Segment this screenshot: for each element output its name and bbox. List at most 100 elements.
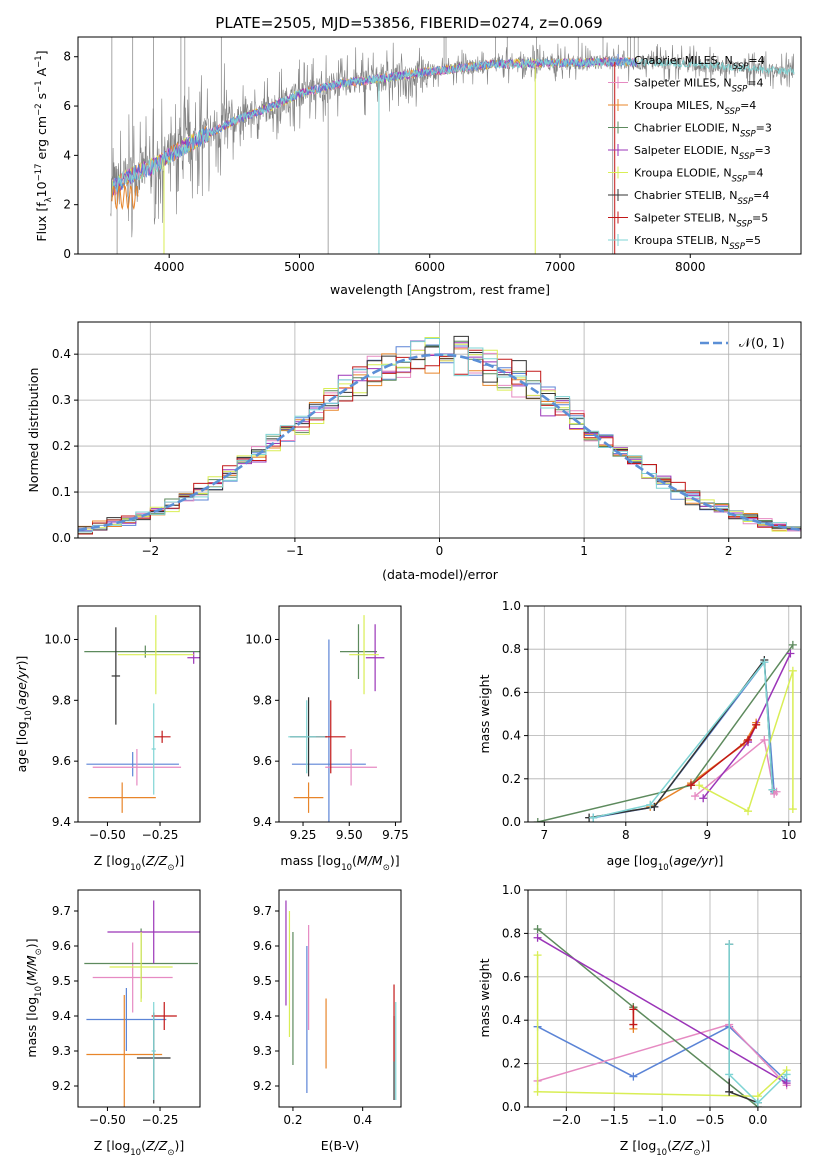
legend-name: Salpeter MILES, N — [634, 77, 732, 90]
weight-line — [588, 657, 774, 819]
y-tick-label: 0.2 — [502, 772, 521, 786]
label-part: SSP — [738, 197, 754, 207]
age_vs_z-frame — [77, 605, 201, 823]
y-tick-label: 0.8 — [502, 926, 521, 940]
y-tick-label: 0.4 — [502, 1013, 521, 1027]
legend-entry: Salpeter MILES, NSSP=4 — [634, 77, 764, 95]
mass_vs_ebv-frame — [278, 889, 402, 1108]
label-part: SSP — [724, 107, 740, 117]
x-axis-label: (data-model)/error — [382, 567, 499, 582]
label-part: −17 — [34, 163, 44, 181]
y-tick-label: 9.7 — [253, 904, 272, 918]
x-tick-label: 7000 — [545, 260, 576, 274]
legend-label: 𝒩(0, 1) — [739, 335, 785, 350]
weight-marker — [752, 720, 761, 729]
label-part: s — [34, 93, 49, 104]
x-tick-label: −2 — [141, 544, 159, 558]
x-tick-label: 8000 — [675, 260, 706, 274]
y-axis-label: age [log10(age/yr)] — [14, 656, 34, 773]
normal-curve — [78, 353, 801, 532]
legend-entry: Kroupa STELIB, NSSP=5 — [634, 234, 761, 252]
label-part: 10 — [656, 1148, 667, 1158]
y-tick-label: 9.7 — [52, 904, 71, 918]
label-part: )] — [24, 938, 39, 948]
legend-entry: Chabrier ELODIE, NSSP=3 — [634, 122, 772, 140]
weight-series — [589, 658, 777, 822]
legend-entry: Kroupa MILES, NSSP=4 — [634, 99, 756, 117]
weight-marker — [788, 666, 797, 675]
label-part: −1 — [34, 55, 44, 68]
label-part: ( — [141, 1138, 146, 1153]
label-part: λ — [44, 197, 54, 202]
age_vs_mass-axes: 9.25 9.50 9.75 9.4 9.6 9.8 10.0 — [245, 605, 409, 842]
label-part: SSP — [739, 152, 755, 162]
legend-nssp: =4 — [740, 99, 756, 112]
label-part: SSP — [732, 85, 748, 95]
y-tick-label: 9.2 — [253, 1079, 272, 1093]
x-tick-label: 2 — [725, 544, 733, 558]
residual-histogram — [78, 338, 801, 533]
errorbar-point — [107, 900, 200, 964]
mass_vs_z-frame — [77, 889, 201, 1108]
y-tick-label: 0.1 — [52, 485, 71, 499]
y-tick-label: 9.3 — [52, 1044, 71, 1058]
mass_vs_ebv-axes: 0.2 0.4 9.2 9.3 9.4 9.5 9.6 9.7 — [253, 889, 402, 1127]
weight-marker — [533, 933, 542, 942]
label-part: M/M — [357, 853, 383, 868]
weight-marker — [629, 1005, 638, 1014]
label-part: ⊙ — [167, 1148, 174, 1158]
x-axis-label-main: Z [log — [94, 853, 130, 868]
y-tick-label: 9.6 — [253, 939, 272, 953]
label-part: Z/Z — [145, 853, 168, 868]
legend-entry: Salpeter ELODIE, NSSP=3 — [634, 144, 771, 162]
weight-marker — [744, 807, 753, 816]
weight-marker — [782, 1070, 791, 1079]
y-tick-label: 0.6 — [502, 970, 521, 984]
model-fit-line — [637, 57, 795, 76]
x-axis-label-main: mass [log — [280, 853, 341, 868]
y-tick-label: 10.0 — [245, 632, 272, 646]
errorbar-point — [111, 627, 121, 725]
y-tick-label: 0.0 — [502, 815, 521, 829]
weight-series — [686, 720, 761, 790]
x-tick-label: 9.25 — [290, 828, 317, 842]
weight-series — [533, 951, 791, 1101]
label-part: ⊙ — [167, 863, 174, 873]
page-title: PLATE=2505, MJD=53856, FIBERID=0274, z=0… — [215, 14, 602, 32]
errorbar-point — [187, 651, 200, 664]
legend-nssp: =3 — [755, 144, 771, 157]
label-part: 10 — [24, 710, 34, 721]
legend-name: Kroupa MILES, N — [634, 99, 724, 112]
weight-series — [629, 1005, 638, 1029]
label-part: A — [34, 67, 49, 80]
weight-marker — [533, 818, 542, 822]
x-axis-label: Z [log10(Z/Z⊙)] — [620, 1138, 710, 1158]
errorbar-point — [109, 932, 173, 1002]
weight_vs_age-plot-area — [533, 640, 797, 822]
weight-line — [537, 928, 759, 1107]
weight-line — [537, 644, 794, 822]
label-part: 10 — [34, 181, 49, 197]
age_vs_z-axes: −0.50 −0.25 9.4 9.6 9.8 10.0 — [44, 605, 201, 842]
legend-entry: Chabrier STELIB, NSSP=4 — [634, 189, 769, 207]
label-part: M/M — [24, 955, 39, 981]
y-axis-label: Normed distribution — [26, 368, 41, 493]
label-part: 10 — [130, 863, 141, 873]
mass_vs_z-axes: −0.50 −0.25 9.2 9.3 9.4 9.5 9.6 9.7 — [52, 889, 201, 1127]
label-part: 10 — [130, 1148, 141, 1158]
weight-marker — [629, 1072, 638, 1081]
y-axis-label-main: Flux [f — [34, 202, 49, 242]
errorbar-point — [288, 700, 326, 774]
x-tick-label: 6000 — [414, 260, 445, 274]
mass_vs_ebv-plot-area — [285, 900, 397, 1100]
label-part: Z/Z — [671, 1138, 694, 1153]
y-tick-label: 9.8 — [253, 693, 272, 707]
age_vs_mass-plot-area — [288, 615, 385, 822]
legend-name: Salpeter ELODIE, N — [634, 144, 739, 157]
label-part: ⊙ — [693, 1148, 700, 1158]
y-tick-label: 9.6 — [253, 754, 272, 768]
label-part: SSP — [740, 130, 756, 140]
spectrum-axes: 4000 5000 6000 7000 8000 0 2 4 6 8 — [63, 36, 802, 274]
label-part: 10 — [34, 986, 44, 997]
weight-series — [725, 940, 762, 1107]
